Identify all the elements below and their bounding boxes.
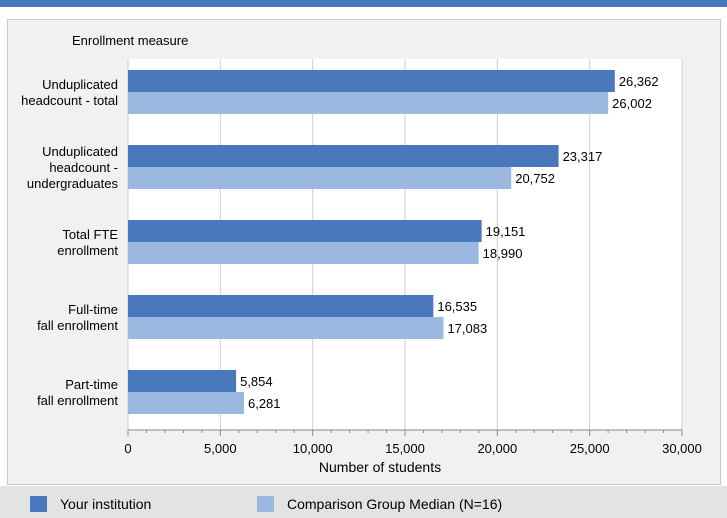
- bar-0-1: [128, 145, 559, 167]
- x-tick-label-2: 10,000: [293, 441, 333, 456]
- bar-chart: Enrollment measure 26,362 26,002 Unduplicat…: [21, 33, 702, 475]
- legend: Your institution Comparison Group Median…: [0, 486, 727, 518]
- value-label-1-2: 18,990: [483, 246, 523, 261]
- bar-0-2: [128, 220, 482, 242]
- category-label-4-0: Part-time: [65, 377, 118, 392]
- category-label-2-0: Total FTE: [62, 227, 118, 242]
- value-label-0-2: 19,151: [486, 224, 526, 239]
- category-label-0-0: Unduplicated: [42, 77, 118, 92]
- value-label-0-1: 23,317: [563, 149, 603, 164]
- value-label-0-0: 26,362: [619, 74, 659, 89]
- category-label-3-1: fall enrollment: [37, 318, 118, 333]
- bar-1-2: [128, 242, 479, 264]
- legend-swatch-your-institution: [30, 496, 47, 512]
- x-axis-label: Number of students: [319, 459, 441, 475]
- bar-0-3: [128, 295, 434, 317]
- category-label-2-1: enrollment: [57, 243, 118, 258]
- x-tick-label-5: 25,000: [570, 441, 610, 456]
- bar-0-4: [128, 370, 237, 392]
- legend-item-your-institution: Your institution: [30, 495, 230, 513]
- bar-1-4: [128, 392, 244, 414]
- legend-swatch-comparison-median: [257, 496, 274, 512]
- value-label-1-0: 26,002: [612, 96, 652, 111]
- legend-item-comparison-median: Comparison Group Median (N=16): [257, 495, 587, 513]
- x-tick-label-0: 0: [124, 441, 131, 456]
- x-tick-label-6: 30,000: [662, 441, 702, 456]
- value-label-1-4: 6,281: [248, 396, 281, 411]
- category-label-1-2: undergraduates: [27, 176, 119, 191]
- category-label-1-1: headcount -: [49, 160, 118, 175]
- bar-1-3: [128, 317, 444, 339]
- category-label-1-0: Unduplicated: [42, 144, 118, 159]
- category-label-3-0: Full-time: [68, 302, 118, 317]
- category-label-4-1: fall enrollment: [37, 393, 118, 408]
- x-tick-label-1: 5,000: [204, 441, 237, 456]
- bar-1-0: [128, 92, 609, 114]
- category-label-0-1: headcount - total: [21, 93, 118, 108]
- legend-label-your-institution: Your institution: [60, 496, 152, 512]
- x-tick-label-3: 15,000: [385, 441, 425, 456]
- chart-title: Enrollment measure: [72, 33, 188, 48]
- bar-1-1: [128, 167, 512, 189]
- bar-0-0: [128, 70, 615, 92]
- value-label-1-3: 17,083: [447, 321, 487, 336]
- x-tick-label-4: 20,000: [477, 441, 517, 456]
- legend-label-comparison-median: Comparison Group Median (N=16): [287, 496, 503, 512]
- value-label-0-4: 5,854: [240, 374, 273, 389]
- value-label-1-1: 20,752: [515, 171, 555, 186]
- value-label-0-3: 16,535: [437, 299, 477, 314]
- top-accent-bar: [0, 0, 727, 7]
